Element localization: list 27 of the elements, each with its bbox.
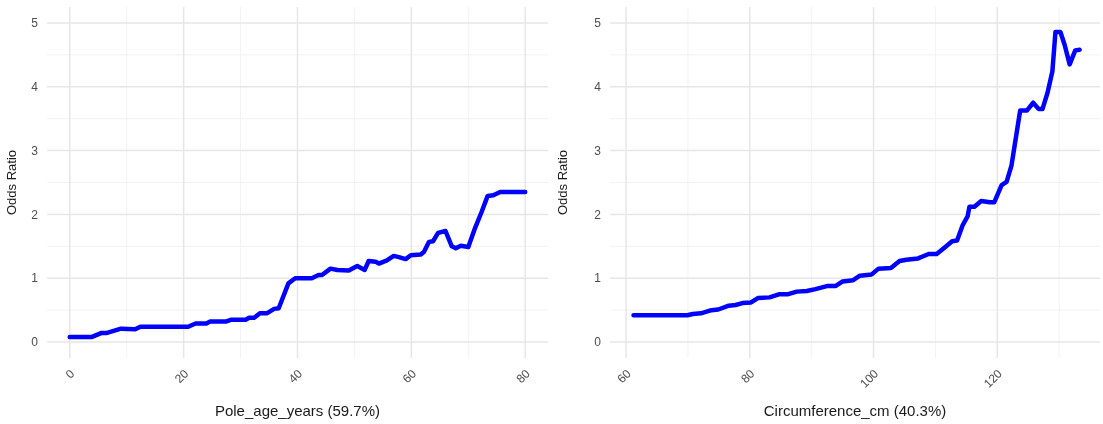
y-tick-label: 0 [31, 335, 39, 350]
x-tick-label: 80 [513, 366, 534, 386]
y-tick-label: 1 [594, 271, 602, 286]
x-tick-label: 60 [399, 366, 420, 386]
y-axis-title: Odds Ratio [4, 149, 19, 216]
x-tick-label: 60 [614, 366, 634, 386]
y-tick-label: 2 [31, 207, 39, 222]
y-tick-label: 5 [594, 16, 602, 31]
y-tick-label: 5 [31, 16, 39, 31]
y-tick-label: 0 [594, 335, 602, 350]
y-axis-title: Odds Ratio [555, 149, 570, 216]
line-series [631, 29, 1082, 318]
x-axis-title: Circumference_cm (40.3%) [763, 402, 947, 419]
y-tick-label: 3 [31, 143, 39, 158]
x-tick-label: 20 [171, 366, 192, 386]
x-tick-label: 100 [857, 366, 882, 391]
line-series [67, 189, 528, 340]
y-tick-label: 1 [31, 271, 39, 286]
x-tick-label: 80 [738, 366, 758, 386]
y-tick-label: 4 [31, 79, 39, 94]
y-tick-label: 3 [594, 143, 602, 158]
y-tick-label: 2 [594, 207, 602, 222]
x-tick-label: 40 [285, 366, 306, 386]
y-tick-label: 4 [594, 79, 602, 94]
x-axis-title: Pole_age_years (59.7%) [214, 402, 381, 419]
x-tick-label: 0 [62, 366, 78, 382]
x-tick-label: 120 [980, 366, 1006, 391]
